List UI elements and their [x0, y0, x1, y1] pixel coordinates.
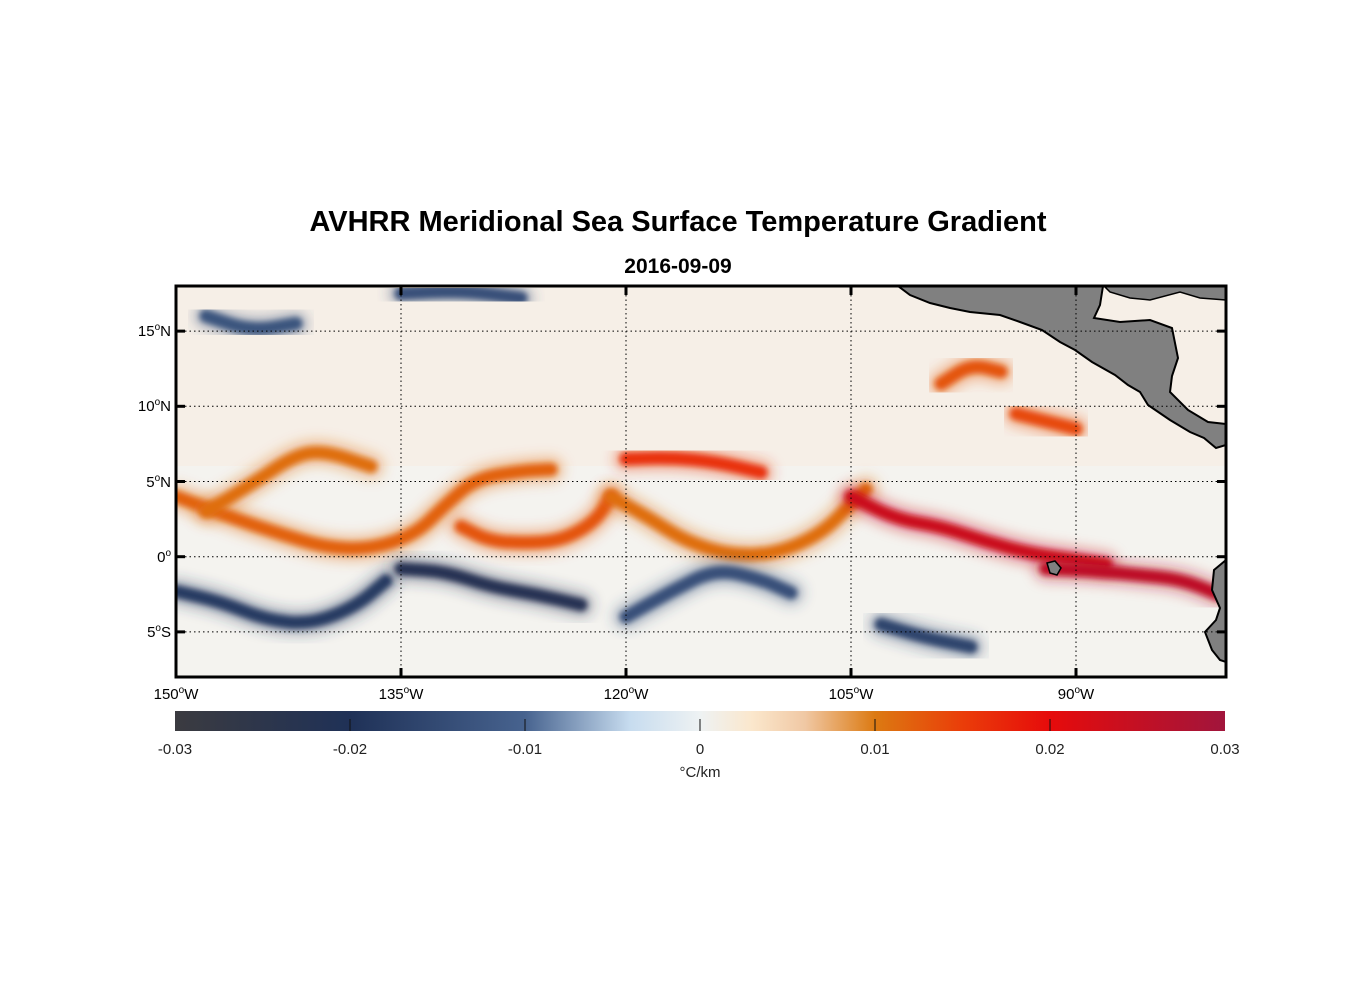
land-galapagos: [1046, 560, 1062, 576]
colorbar-ticks: [349, 719, 1051, 731]
chart-title: AVHRR Meridional Sea Surface Temperature…: [309, 206, 1047, 238]
land-central-america-north: [1102, 286, 1226, 301]
gradient-feature: [176, 574, 393, 630]
axis-ticks: [174, 286, 1226, 677]
gradient-feature: [604, 482, 873, 562]
gradient-feature: [619, 565, 798, 624]
colorbar-tick-label: 0.03: [1210, 741, 1240, 758]
gradient-feature: [394, 562, 588, 612]
gradient-feature: [394, 286, 528, 305]
latitude-label: 5oN: [146, 472, 171, 491]
gradient-feature: [874, 617, 978, 654]
longitude-label: 135oW: [378, 685, 424, 704]
land-south-america: [1203, 558, 1226, 664]
longitude-label: 105oW: [828, 685, 874, 704]
colorbar-tick-label: 0.02: [1035, 741, 1065, 758]
gradient-feature: [199, 309, 303, 336]
colorbar-tick-label: -0.03: [157, 741, 193, 758]
colorbar-tick-label: 0.01: [860, 741, 890, 758]
latitude-label: 0o: [157, 547, 171, 566]
gradient-feature: [454, 490, 618, 550]
latitude-label: 15oN: [137, 322, 171, 341]
gradient-feature: [934, 360, 1008, 391]
latitude-label: 10oN: [137, 397, 171, 416]
colorbar-tick-label: -0.01: [507, 741, 543, 758]
land-central-america: [896, 286, 1226, 450]
longitude-label: 90oW: [1057, 685, 1095, 704]
gradient-feature: [199, 446, 378, 519]
latitude-label: 5oS: [147, 622, 171, 641]
gradient-feature: [176, 462, 558, 555]
gradient-feature: [619, 451, 768, 479]
gradient-feature: [1009, 407, 1083, 436]
chart-subtitle: 2016-09-09: [624, 255, 732, 278]
colorbar-tick-label: 0: [695, 741, 705, 758]
colorbar-unit: °C/km: [679, 764, 721, 781]
longitude-label: 150oW: [153, 685, 199, 704]
longitude-label: 120oW: [603, 685, 649, 704]
colorbar-tick-label: -0.02: [332, 741, 368, 758]
